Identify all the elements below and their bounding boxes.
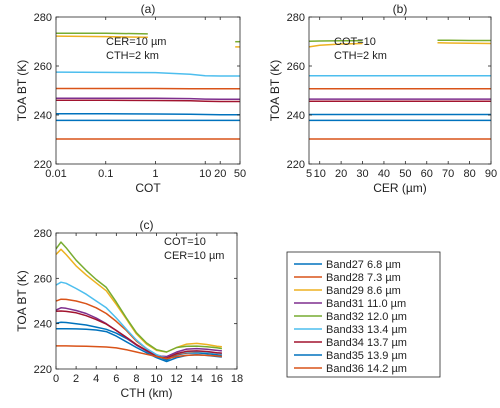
x-tick-label: 80	[463, 168, 475, 180]
x-tick-label: 0	[53, 373, 59, 385]
annotation-text: COT=10	[334, 36, 376, 48]
panel-title: (b)	[393, 2, 408, 16]
y-tick-label: 220	[34, 159, 52, 171]
x-tick-label: 4	[93, 373, 99, 385]
y-tick-label: 240	[34, 319, 52, 331]
series-line-7	[56, 310, 222, 359]
chart-panel-2: 5 10 20 30 40 50 60 70 80 90 220 240 260 280 (b) CER (µ…	[268, 2, 497, 195]
x-tick-label: 0.01	[45, 168, 66, 180]
y-tick-label: 220	[287, 159, 305, 171]
x-tick-label: 6	[113, 373, 119, 385]
x-tick-label: 12	[171, 373, 183, 385]
y-tick-label: 280	[287, 12, 305, 24]
series-line-1	[56, 113, 240, 116]
x-tick-label: 20	[335, 168, 347, 180]
x-tick-label: 14	[191, 373, 203, 385]
annotation-text: CER=10 µm	[164, 250, 224, 262]
plot-frame	[308, 16, 492, 165]
panel-title: (a)	[141, 2, 156, 16]
x-tick-label: 16	[211, 373, 223, 385]
x-tick-label: 2	[73, 373, 79, 385]
y-axis-label: TOA BT (K)	[15, 60, 29, 122]
legend-entry: Band28 7.3 µm	[326, 272, 401, 284]
y-tick-label: 220	[34, 364, 52, 376]
annotation-text: CTH=2 km	[106, 50, 159, 62]
panel-title: (c)	[140, 218, 154, 232]
x-tick-label: 18	[231, 373, 243, 385]
plot-frame	[55, 16, 241, 165]
series-line-6	[309, 40, 363, 43]
legend-entry: Band31 11.0 µm	[326, 298, 406, 310]
y-axis-label: TOA BT (K)	[268, 60, 282, 122]
legend-entry: Band34 13.7 µm	[326, 337, 407, 349]
legend-entry: Band33 13.4 µm	[326, 324, 407, 336]
x-tick-label: 90	[485, 168, 497, 180]
x-tick-label: 20	[214, 168, 226, 180]
x-tick-label: 10	[314, 168, 326, 180]
x-tick-label: 0.1	[98, 168, 113, 180]
x-tick-label: 50	[234, 168, 246, 180]
chart-panel-1: 0.01 0.1 1 10 20 50 220 240 260 280 (a) COT TOA BT (…	[15, 2, 246, 195]
series-line-4	[437, 41, 491, 45]
annotation-text: COT=10	[164, 236, 206, 248]
annotation-text: CTH=2 km	[334, 50, 387, 62]
legend-box	[286, 251, 441, 378]
y-tick-label: 260	[34, 273, 52, 285]
series-line-3	[56, 35, 148, 39]
y-tick-label: 240	[34, 110, 52, 122]
series-line-8	[56, 71, 240, 77]
y-tick-label: 260	[34, 61, 52, 73]
series-line-6	[56, 32, 148, 35]
x-axis-label: CTH (km)	[121, 386, 173, 400]
legend-entry: Band32 12.0 µm	[326, 311, 407, 323]
x-tick-label: 10	[150, 373, 162, 385]
y-tick-label: 260	[287, 61, 305, 73]
annotation-text: CER=10 µm	[106, 36, 166, 48]
x-tick-label: 30	[356, 168, 368, 180]
x-tick-label: 1	[152, 168, 158, 180]
series-line-5	[56, 241, 223, 353]
legend-entry: Band27 6.8 µm	[326, 259, 401, 271]
x-tick-label: 10	[199, 168, 211, 180]
series-line-3	[309, 42, 363, 48]
x-tick-label: 40	[378, 168, 390, 180]
x-tick-label: 60	[421, 168, 433, 180]
legend-entry: Band36 14.2 µm	[326, 363, 407, 375]
series-line-3	[56, 248, 222, 353]
x-tick-label: 70	[442, 168, 454, 180]
x-tick-label: 50	[399, 168, 411, 180]
y-tick-label: 280	[34, 228, 52, 240]
x-tick-label: 8	[133, 373, 139, 385]
x-tick-label: 5	[306, 168, 312, 180]
x-axis-label: COT	[135, 181, 161, 195]
y-tick-label: 280	[34, 12, 52, 24]
y-axis-label: TOA BT (K)	[15, 270, 29, 332]
legend-entry: Band35 13.9 µm	[326, 350, 407, 362]
series-line-9	[56, 345, 222, 360]
chart-panel-3: 0 2 4 6 8 10 12 14 16 18 220 240 260 280 (c) CTH (km) TO…	[15, 218, 243, 400]
plot-frame	[55, 232, 238, 370]
series-line-5	[56, 97, 240, 101]
legend-entry: Band29 8.6 µm	[326, 285, 401, 297]
y-tick-label: 240	[287, 110, 305, 122]
series-line-9	[56, 99, 240, 103]
x-axis-label: CER (µm)	[373, 181, 427, 195]
